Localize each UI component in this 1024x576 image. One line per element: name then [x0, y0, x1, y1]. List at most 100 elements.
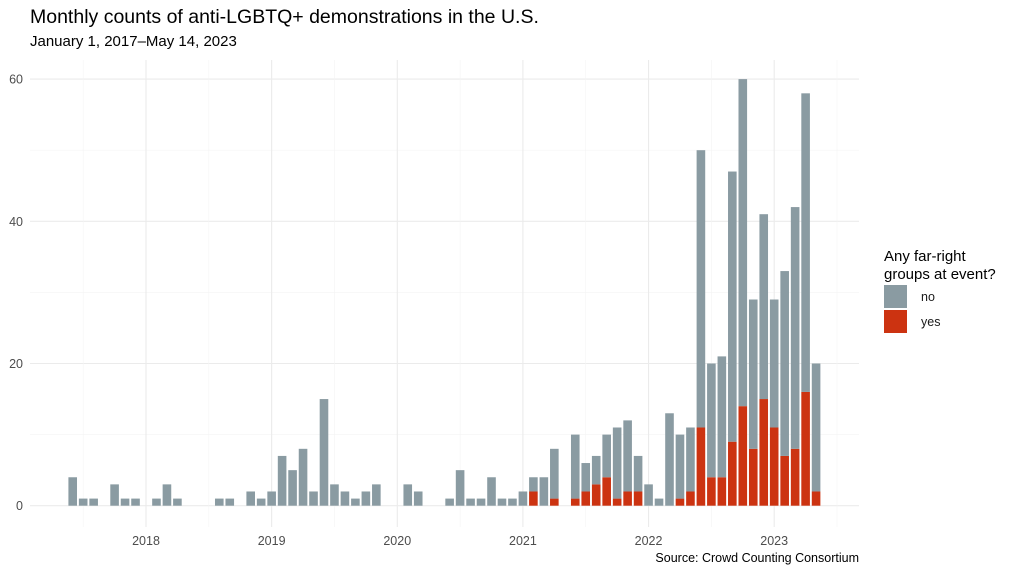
- bar-no-2017-11: [120, 498, 130, 506]
- bar-no-2020-10: [487, 477, 496, 506]
- bar-no-2021-12: [633, 455, 643, 492]
- bar-no-2022-06: [696, 150, 706, 428]
- x-axis: 2018 2019 2020 2021 2022 2023: [132, 534, 788, 548]
- x-tick-label-2018: 2018: [132, 534, 160, 548]
- bar-no-2018-11: [246, 491, 255, 506]
- y-tick-label-20: 20: [9, 357, 23, 371]
- bar-yes-2022-12: [759, 399, 769, 506]
- bar-no-2018-09: [225, 498, 235, 506]
- bar-yes-2023-01: [769, 427, 779, 506]
- bar-no-2018-04: [173, 498, 182, 506]
- x-tick-label-2020: 2020: [383, 534, 411, 548]
- legend: Any far-right groups at event? no yes: [884, 248, 1024, 334]
- bar-no-2022-03: [665, 413, 674, 506]
- bar-no-2019-02: [277, 455, 287, 506]
- x-tick-label-2019: 2019: [258, 534, 286, 548]
- bar-no-2018-08: [214, 498, 224, 506]
- bar-no-2018-12: [256, 498, 266, 506]
- legend-swatch-no: [884, 285, 907, 308]
- bar-yes-2021-07: [581, 491, 591, 506]
- bar-no-2019-07: [330, 484, 339, 506]
- y-tick-label-0: 0: [16, 499, 23, 513]
- bar-yes-2022-04: [675, 498, 685, 506]
- bar-no-2022-07: [707, 363, 716, 478]
- bar-no-2020-02: [403, 484, 413, 506]
- x-tick-label-2023: 2023: [760, 534, 788, 548]
- bar-no-2021-11: [623, 420, 632, 492]
- bar-no-2019-05: [309, 491, 318, 506]
- bar-yes-2021-04: [550, 498, 559, 506]
- bar-yes-2023-03: [790, 448, 800, 506]
- bar-no-2017-08: [89, 498, 98, 506]
- x-tick-label-2022: 2022: [635, 534, 663, 548]
- bar-no-2020-06: [445, 498, 454, 506]
- bar-no-2017-10: [110, 484, 119, 506]
- bar-no-2022-12: [759, 214, 769, 400]
- bar-yes-2022-09: [728, 441, 737, 506]
- bar-yes-2023-04: [801, 391, 810, 506]
- legend-swatch-yes: [884, 310, 907, 333]
- bar-no-2021-03: [539, 477, 549, 506]
- x-tick-label-2021: 2021: [509, 534, 537, 548]
- bar-yes-2021-06: [570, 498, 580, 506]
- bar-no-2021-08: [591, 455, 601, 485]
- bar-no-2018-03: [162, 484, 172, 506]
- y-tick-label-60: 60: [9, 73, 23, 87]
- bar-no-2019-04: [298, 448, 308, 506]
- bar-no-2017-06: [68, 477, 78, 506]
- bar-no-2020-03: [413, 491, 423, 506]
- bar-yes-2022-10: [738, 406, 748, 506]
- bar-no-2023-05: [811, 363, 821, 492]
- bar-no-2019-01: [267, 491, 276, 506]
- bar-no-2023-02: [780, 271, 789, 456]
- bar-yes-2021-08: [591, 484, 601, 506]
- bar-no-2017-12: [131, 498, 140, 506]
- bar-yes-2022-11: [748, 448, 758, 506]
- legend-title: Any far-right groups at event?: [884, 248, 1024, 284]
- bar-no-2019-10: [361, 491, 371, 506]
- bar-no-2022-08: [717, 356, 727, 478]
- bar-yes-2023-05: [811, 491, 821, 506]
- bar-yes-2021-09: [602, 477, 611, 506]
- bar-no-2019-06: [319, 399, 329, 506]
- bar-no-2022-02: [654, 498, 664, 506]
- bar-no-2023-01: [769, 299, 779, 428]
- bars: [68, 79, 821, 506]
- bar-no-2022-09: [728, 171, 737, 442]
- bar-yes-2022-08: [717, 477, 727, 506]
- bar-no-2019-11: [372, 484, 381, 506]
- bar-no-2017-07: [78, 498, 88, 506]
- bar-no-2023-03: [790, 207, 800, 449]
- bar-no-2020-08: [466, 498, 475, 506]
- source-caption: Source: Crowd Counting Consortium: [655, 551, 859, 565]
- bar-no-2021-09: [602, 434, 611, 478]
- bar-no-2020-09: [476, 498, 486, 506]
- bar-no-2021-06: [570, 434, 580, 499]
- legend-item-no: no: [884, 284, 1024, 309]
- bar-yes-2022-05: [686, 491, 695, 506]
- bar-no-2019-08: [340, 491, 350, 506]
- bar-yes-2021-02: [529, 491, 538, 506]
- y-tick-label-40: 40: [9, 215, 23, 229]
- legend-item-yes: yes: [884, 309, 1024, 334]
- bar-no-2021-02: [529, 477, 538, 492]
- bar-no-2020-12: [508, 498, 517, 506]
- bar-yes-2021-11: [623, 491, 632, 506]
- bar-yes-2022-06: [696, 427, 706, 506]
- bar-no-2022-01: [644, 484, 653, 506]
- grid-lines: [30, 60, 859, 527]
- bar-yes-2022-07: [707, 477, 716, 506]
- bar-no-2021-01: [518, 491, 528, 506]
- y-axis: 0 20 40 60: [9, 73, 23, 514]
- bar-yes-2023-02: [780, 455, 789, 506]
- bar-no-2021-10: [612, 427, 622, 499]
- legend-title-line-1: Any far-right: [884, 248, 966, 265]
- legend-label-no: no: [921, 289, 935, 304]
- legend-label-yes: yes: [921, 314, 941, 329]
- bar-no-2023-04: [801, 93, 810, 392]
- bar-no-2021-04: [550, 448, 559, 499]
- bar-yes-2021-12: [633, 491, 643, 506]
- bar-no-2022-05: [686, 427, 695, 492]
- legend-title-line-2: groups at event?: [884, 266, 996, 283]
